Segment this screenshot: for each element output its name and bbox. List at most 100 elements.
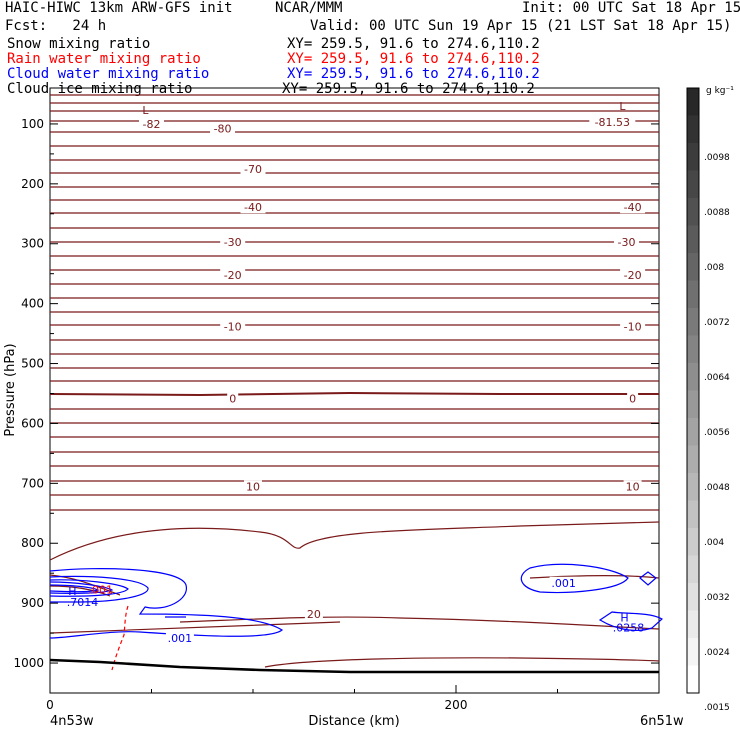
rain-labels: .001 bbox=[89, 583, 114, 596]
x-tick-label: 200 bbox=[445, 698, 468, 712]
field-xy-rain: XY= 259.5, 91.6 to 274.6,110.2 bbox=[287, 51, 540, 67]
x-tick-label: 0 bbox=[46, 698, 54, 712]
cloud-water-labels: .001 .001 bbox=[165, 576, 578, 645]
y-tick-label: 900 bbox=[21, 596, 44, 610]
colorbar-swatch bbox=[687, 665, 699, 694]
plot-frame bbox=[49, 87, 660, 694]
extremum-label: H bbox=[620, 612, 628, 625]
temperature-label-bg bbox=[210, 122, 236, 135]
colorbar-swatch bbox=[687, 473, 699, 501]
cloud-water-contour bbox=[49, 579, 129, 597]
y-tick-label: 200 bbox=[21, 177, 44, 191]
temperature-label: -80 bbox=[214, 123, 232, 136]
colorbar-swatch bbox=[687, 280, 699, 309]
colorbar-label: .0056 bbox=[704, 428, 730, 438]
cloud-water-label: .001 bbox=[551, 577, 576, 590]
colorbar-unit: g kg⁻¹ bbox=[706, 86, 734, 96]
colorbar-swatch bbox=[687, 88, 699, 116]
colorbar-label: .0098 bbox=[704, 153, 730, 163]
colorbar-swatch bbox=[687, 528, 699, 556]
isotherm-line bbox=[49, 574, 121, 596]
colorbar-label: .0015 bbox=[704, 703, 730, 713]
y-tick-label: 600 bbox=[21, 416, 44, 430]
colorbar-label: .0032 bbox=[704, 593, 730, 603]
temperature-label-bg bbox=[220, 235, 246, 248]
cloud-water-label: .001 bbox=[168, 632, 193, 645]
extremum-label: .7014 bbox=[67, 596, 99, 609]
cloud-water-label-bg bbox=[165, 631, 194, 644]
y-axis-label: Pressure (hPa) bbox=[3, 343, 18, 436]
isotherm-lines bbox=[49, 94, 660, 668]
temperature-label-bg bbox=[240, 201, 266, 214]
extremum-label: L bbox=[619, 100, 626, 113]
temperature-label-bg bbox=[240, 162, 266, 175]
y-tick-label: 300 bbox=[21, 237, 44, 251]
temperature-label: 0 bbox=[629, 392, 636, 405]
temperature-label-bg bbox=[589, 116, 636, 129]
temperature-label: -10 bbox=[624, 320, 642, 333]
colorbar-swatch bbox=[687, 445, 699, 474]
colorbar-label: .004 bbox=[704, 538, 724, 548]
colorbar-swatch bbox=[687, 363, 699, 391]
temperature-label: -30 bbox=[618, 236, 636, 249]
cloud-water-contour bbox=[49, 581, 114, 594]
colorbar-swatch bbox=[687, 170, 699, 199]
x-axis-label: Distance (km) bbox=[308, 714, 399, 729]
colorbar: .0098 .0088 .008 .0072 .0064 .0056 .0048 .004 .0… bbox=[686, 87, 730, 713]
colorbar-swatch bbox=[687, 225, 699, 254]
temperature-label: 10 bbox=[246, 480, 260, 493]
extremum-label: L bbox=[142, 104, 149, 117]
temperature-label: -30 bbox=[224, 236, 242, 249]
colorbar-swatch bbox=[687, 335, 699, 364]
temperature-label-bg bbox=[139, 117, 164, 130]
temperature-label: -70 bbox=[244, 163, 262, 176]
field-xy-cloud-water: XY= 259.5, 91.6 to 274.6,110.2 bbox=[287, 66, 540, 82]
x-axis: 0 200 bbox=[46, 685, 558, 712]
temperature-label-bg bbox=[227, 392, 239, 405]
field-xy-snow: XY= 259.5, 91.6 to 274.6,110.2 bbox=[287, 36, 540, 52]
colorbar-swatch bbox=[687, 143, 699, 171]
isotherm-line bbox=[179, 616, 660, 630]
temperature-label-bg bbox=[220, 320, 246, 333]
temperature-label: -82 bbox=[143, 118, 161, 131]
colorbar-label: .0048 bbox=[704, 483, 730, 493]
temperature-label-bg bbox=[304, 607, 323, 620]
colorbar-swatch bbox=[687, 198, 699, 226]
y-tick-label: 400 bbox=[21, 297, 44, 311]
temperature-label: -40 bbox=[624, 201, 642, 214]
colorbar-swatch bbox=[687, 418, 699, 446]
colorbar-swatch bbox=[687, 555, 699, 584]
temperature-label: -20 bbox=[224, 269, 242, 282]
cloud-water-contour bbox=[598, 611, 664, 631]
colorbar-label: .0064 bbox=[704, 373, 730, 383]
colorbar-swatch bbox=[687, 253, 699, 281]
rain-contour-dashed bbox=[111, 605, 129, 671]
field-name-cloud-water: Cloud water mixing ratio bbox=[7, 66, 210, 82]
init-time: Init: 00 UTC Sat 18 Apr 15 bbox=[522, 0, 740, 16]
cloud-water-contour bbox=[49, 584, 100, 593]
temperature-labels: -82 -80 -70 -40 -30 -20 -10 0 10 20 -81.53 -40 -30 -2… bbox=[139, 116, 646, 621]
right-endpoint-label: 6n51w bbox=[640, 714, 684, 729]
extremum-label: .0258 bbox=[613, 622, 645, 635]
colorbar-label: .008 bbox=[704, 263, 724, 273]
org-label: NCAR/MMM bbox=[275, 0, 343, 16]
temperature-label-bg bbox=[220, 268, 246, 281]
temperature-label: 10 bbox=[626, 480, 640, 493]
temperature-label: -10 bbox=[224, 320, 242, 333]
temperature-label-bg bbox=[244, 480, 262, 493]
temperature-label-bg bbox=[620, 201, 646, 214]
colorbar-swatch bbox=[687, 390, 699, 419]
temperature-label: 20 bbox=[307, 608, 321, 621]
y-tick-label: 100 bbox=[21, 117, 44, 131]
temperature-label-bg bbox=[620, 320, 646, 333]
model-title: HAIC-HIWC 13km ARW-GFS init bbox=[5, 0, 233, 16]
rain-label: .001 bbox=[89, 583, 114, 596]
y-tick-label: 800 bbox=[21, 536, 44, 550]
extremum-label: H bbox=[68, 585, 76, 598]
colorbar-swatch bbox=[687, 500, 699, 529]
cloud-water-contour bbox=[520, 563, 629, 594]
colorbar-swatch bbox=[687, 115, 699, 144]
temperature-label-bg bbox=[623, 480, 642, 493]
